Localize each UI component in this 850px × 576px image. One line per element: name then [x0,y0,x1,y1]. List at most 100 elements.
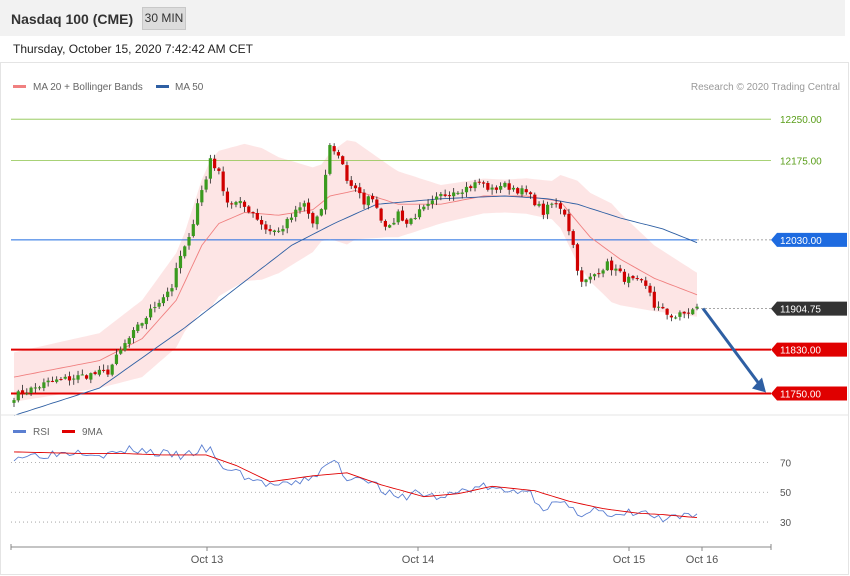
candle [336,149,341,159]
candle-body [349,180,353,186]
candle-body [119,349,123,354]
candle [238,197,242,209]
candle [93,370,97,376]
candle-body [550,203,554,205]
candle-body [259,219,264,225]
candle-body [545,204,550,215]
candle-body [665,308,669,315]
candle-body [166,291,170,298]
candle-body [499,186,503,190]
candle [563,208,567,217]
candle [208,154,212,184]
candle-body [614,268,618,271]
candle-body [507,183,511,190]
candle [200,185,204,207]
candle [131,327,136,344]
candle [353,182,358,192]
candle [648,283,652,297]
candle-body [289,217,294,220]
x-tick-label: Oct 14 [402,554,434,566]
candle [234,200,238,208]
candle [375,196,379,209]
candle [328,143,332,176]
candle [221,166,225,196]
candle-body [29,387,33,394]
candle [635,275,639,281]
candle [503,181,507,188]
candle [119,346,123,355]
candle [533,192,537,207]
rsi-line [13,443,698,523]
candle [55,376,59,384]
candle [430,195,434,209]
candle-body [435,196,439,200]
candle-body [597,273,601,275]
candle-body [50,380,55,382]
candle-body [528,192,533,195]
candle [447,191,452,201]
candle [669,313,673,322]
candle [29,386,33,397]
candle-body [234,202,238,205]
candle-body [362,192,366,205]
level-label: 12175.00 [780,156,822,167]
candle [50,376,55,383]
candle-body [191,224,195,237]
candle [174,262,178,291]
candle-body [644,280,648,286]
candle [195,198,200,226]
candle [114,349,119,366]
level-label: 12030.00 [780,236,822,247]
candle-body [430,200,434,204]
candle [230,201,234,209]
candle [545,201,550,220]
candle-body [157,302,161,307]
candle-body [656,306,661,308]
candle [247,205,251,214]
candle-body [80,374,84,376]
candle [183,245,187,259]
candle-body [25,393,29,395]
candle-body [20,390,25,395]
candle [379,207,383,223]
x-tick-label: Oct 13 [191,554,223,566]
candle [136,321,140,334]
candle [67,371,72,386]
candle-body [204,179,208,190]
candle [469,184,473,192]
candle-body [302,203,306,207]
candle [473,179,477,192]
candle-body [486,183,490,190]
candle-body [33,387,37,389]
candle-body [84,375,89,379]
candle [661,303,665,310]
candle-body [469,186,473,189]
candle-body [63,376,67,379]
candle [268,224,272,235]
x-axis: Oct 13 Oct 14 Oct 15 Oct 16 [191,547,718,566]
candle [264,220,268,234]
candle-body [149,308,153,318]
candle-body [315,216,319,225]
candle-body [136,324,140,331]
candle [400,206,405,222]
candle-body [388,225,392,228]
candle [464,182,469,198]
timeframe-button[interactable]: 30 MIN [142,7,186,30]
candle-body [494,187,498,190]
candle [443,189,447,198]
arrow-head [752,377,766,393]
candle [63,374,67,380]
candle [302,200,306,212]
candle-body [268,229,272,232]
legend-rsi-label: RSI [33,427,50,438]
candle-body [281,228,285,232]
candle [558,201,562,215]
arrow-shaft [701,307,763,388]
candle-body [42,382,46,389]
candle-body [93,372,97,375]
candle [592,273,597,281]
candle [644,276,648,289]
candle [524,185,528,195]
candle [324,169,328,215]
